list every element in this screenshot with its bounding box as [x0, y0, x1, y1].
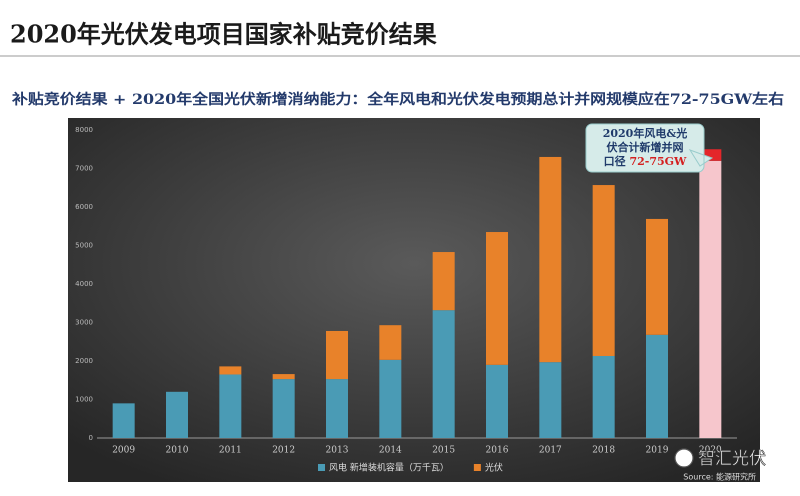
- bar-segment: [272, 374, 295, 380]
- y-tick-label: 3000: [75, 319, 93, 327]
- x-tick-label: 2011: [219, 446, 242, 456]
- y-tick-label: 0: [89, 434, 93, 442]
- x-tick-label: 2015: [432, 446, 455, 456]
- bar-segment: [699, 160, 722, 439]
- x-tick-label: 2020: [699, 446, 722, 456]
- bar-segment: [219, 366, 242, 375]
- annotation-line: 2020年风电&光: [603, 126, 688, 140]
- bar-segment: [539, 156, 562, 363]
- x-tick-label: 2019: [646, 446, 669, 456]
- bar-segment: [219, 374, 242, 438]
- legend-swatch: [473, 464, 481, 471]
- x-tick-label: 2010: [166, 446, 189, 456]
- legend-label: 光伏: [485, 462, 503, 474]
- bar-segment: [379, 359, 402, 438]
- annotation-line: 口径 72-75GW: [604, 154, 687, 168]
- x-tick-label: 2014: [379, 446, 402, 456]
- bar-segment: [539, 362, 562, 438]
- annotation: 2020年风电&光 伏合计新增并网 口径 72-75GW: [585, 123, 714, 173]
- bar-segment: [379, 325, 402, 360]
- bar-segment: [592, 185, 615, 356]
- bar-segment: [486, 364, 508, 438]
- slide-subtitle: 补贴竞价结果 + 2020年全国光伏新增消纳能力：全年风电和光伏发电预期总计并网…: [11, 91, 784, 108]
- x-tick-label: 2009: [112, 446, 135, 456]
- watermark: 智汇光伏: [674, 448, 766, 469]
- bar-segment: [166, 391, 188, 438]
- bar-segment: [432, 252, 455, 311]
- y-tick-label: 6000: [75, 203, 93, 211]
- y-tick-label: 4000: [75, 280, 93, 288]
- slide-title: 2020年光伏发电项目国家补贴竞价结果: [10, 20, 437, 49]
- source: Source: 能源研究所: [683, 472, 756, 482]
- bar-segment: [112, 403, 135, 438]
- watermark-text: 智汇光伏: [698, 449, 766, 469]
- y-tick-label: 1000: [75, 396, 93, 404]
- bar-segment: [486, 232, 508, 365]
- x-tick-label: 2017: [539, 446, 562, 456]
- bar-segment: [646, 334, 668, 438]
- annotation-box: [585, 123, 714, 173]
- bar-segment: [646, 218, 668, 335]
- bar-segment: [592, 355, 615, 438]
- bar-segment: [432, 310, 455, 438]
- legend-label: 风电 新增装机容量（万千瓦）: [329, 462, 449, 474]
- x-tick-label: 2013: [326, 446, 349, 456]
- plot: 0 1000 2000 3000 4000 5000 6000 7000 8000 2009 201…: [75, 126, 737, 474]
- annotation-highlight: 72-75GW: [629, 155, 687, 168]
- y-tick-label: 8000: [75, 126, 93, 134]
- bar-segment: [326, 330, 348, 380]
- legend-swatch: [318, 464, 325, 471]
- x-tick-label: 2012: [272, 446, 295, 456]
- bar-segment: [272, 379, 295, 438]
- annotation-text: 口径: [604, 154, 626, 168]
- y-tick-label: 2000: [75, 357, 93, 365]
- y-tick-label: 5000: [75, 242, 93, 250]
- annotation-line: 伏合计新增并网: [607, 140, 684, 154]
- watermark-icon: [674, 448, 694, 468]
- x-tick-label: 2018: [592, 446, 615, 456]
- bar-segment: [326, 379, 348, 438]
- bar-segment: [699, 149, 722, 161]
- y-tick-label: 7000: [75, 165, 93, 173]
- x-tick-label: 2016: [486, 446, 509, 456]
